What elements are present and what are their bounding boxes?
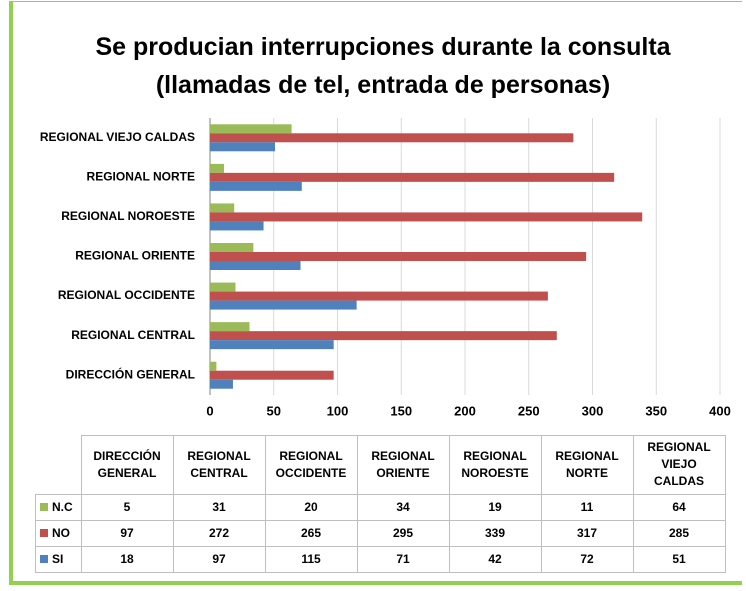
table-value: 115	[264, 545, 358, 573]
frame	[9, 1, 742, 585]
y-tick-label: REGIONAL CENTRAL	[71, 328, 195, 342]
y-tick-label: DIRECCIÓN GENERAL	[66, 366, 195, 381]
table-value: 265	[264, 519, 358, 547]
y-tick-label: REGIONAL NOROESTE	[61, 209, 195, 223]
bar	[210, 291, 548, 301]
table-value: 317	[540, 519, 634, 547]
legend-cell: SI	[35, 545, 82, 573]
table-value: 11	[540, 493, 634, 521]
table-value: 295	[356, 519, 450, 547]
x-tick-label: 400	[709, 403, 731, 418]
bar	[210, 243, 254, 252]
table-value: 272	[172, 519, 266, 547]
bar	[210, 172, 615, 182]
column-header: REGIONAL NORTE	[540, 435, 634, 495]
table-value: 339	[448, 519, 542, 547]
bar	[210, 212, 643, 222]
bar	[210, 163, 225, 173]
table-value: 64	[632, 493, 726, 521]
data-table: DIRECCIÓN GENERAL REGIONAL CENTRAL REGIONA…	[35, 435, 726, 573]
column-header: REGIONAL NOROESTE	[448, 435, 542, 495]
bar	[210, 221, 264, 231]
table-value: 97	[80, 519, 174, 547]
bar	[210, 133, 574, 143]
table-value: 19	[448, 493, 542, 521]
x-tick-label: 50	[267, 403, 281, 418]
x-tick-label: 100	[327, 403, 349, 418]
bar	[210, 282, 236, 292]
table-row: N.C 5 31 20 34 19 11 64	[35, 493, 726, 521]
x-tick-label: 0	[206, 403, 213, 418]
bar	[210, 252, 587, 261]
column-header: REGIONAL VIEJO CALDAS	[632, 435, 726, 495]
chart-title: Se producian interrupciones durante la c…	[95, 33, 671, 99]
bar	[210, 322, 250, 332]
x-tick-label: 350	[645, 403, 667, 418]
table-value: 97	[172, 545, 266, 573]
table-value: 31	[172, 493, 266, 521]
legend-key	[40, 555, 48, 563]
table-value: 18	[80, 545, 174, 573]
legend-cell: NO	[35, 519, 82, 547]
legend-label: SI	[52, 552, 64, 566]
y-tick-label: REGIONAL OCCIDENTE	[58, 288, 195, 302]
bar	[210, 300, 357, 310]
bar	[210, 203, 235, 213]
table-value: 72	[540, 545, 634, 573]
bar	[210, 340, 334, 350]
legend-key	[40, 529, 48, 537]
table-value: 5	[80, 493, 174, 521]
y-tick-label: REGIONAL NORTE	[87, 170, 195, 184]
table-value: 71	[356, 545, 450, 573]
bar	[210, 361, 217, 371]
table-value: 34	[356, 493, 450, 521]
column-header: REGIONAL OCCIDENTE	[264, 435, 358, 495]
bar	[210, 124, 292, 134]
legend-label: NO	[52, 526, 70, 540]
x-tick-label: 200	[454, 403, 476, 418]
bar	[210, 181, 302, 191]
table-header-row: DIRECCIÓN GENERAL REGIONAL CENTRAL REGIONA…	[35, 435, 726, 495]
bar	[210, 142, 276, 152]
bar	[210, 261, 301, 270]
table-value: 42	[448, 545, 542, 573]
legend-key	[40, 503, 48, 511]
y-tick-label: REGIONAL VIEJO CALDAS	[40, 130, 195, 144]
table-value: 51	[632, 545, 726, 573]
chart: 0 50 100 150 200 250 300 350 400 DIRECCIÓN GENERA…	[40, 118, 731, 418]
legend-label: N.C	[52, 500, 73, 514]
bar	[210, 370, 334, 380]
x-tick-label: 300	[582, 403, 604, 418]
table-corner	[35, 435, 82, 495]
table-row: SI 18 97 115 71 42 72 51	[35, 545, 726, 573]
legend-cell: N.C	[35, 493, 82, 521]
table-value: 285	[632, 519, 726, 547]
bar	[210, 331, 557, 341]
y-tick-label: REGIONAL ORIENTE	[75, 249, 195, 263]
table-value: 20	[264, 493, 358, 521]
x-tick-label: 150	[390, 403, 412, 418]
column-header: DIRECCIÓN GENERAL	[80, 435, 174, 495]
column-header: REGIONAL CENTRAL	[172, 435, 266, 495]
column-header: REGIONAL ORIENTE	[356, 435, 450, 495]
bar	[210, 379, 233, 389]
table-row: NO 97 272 265 295 339 317 285	[35, 519, 726, 547]
x-tick-label: 250	[518, 403, 540, 418]
